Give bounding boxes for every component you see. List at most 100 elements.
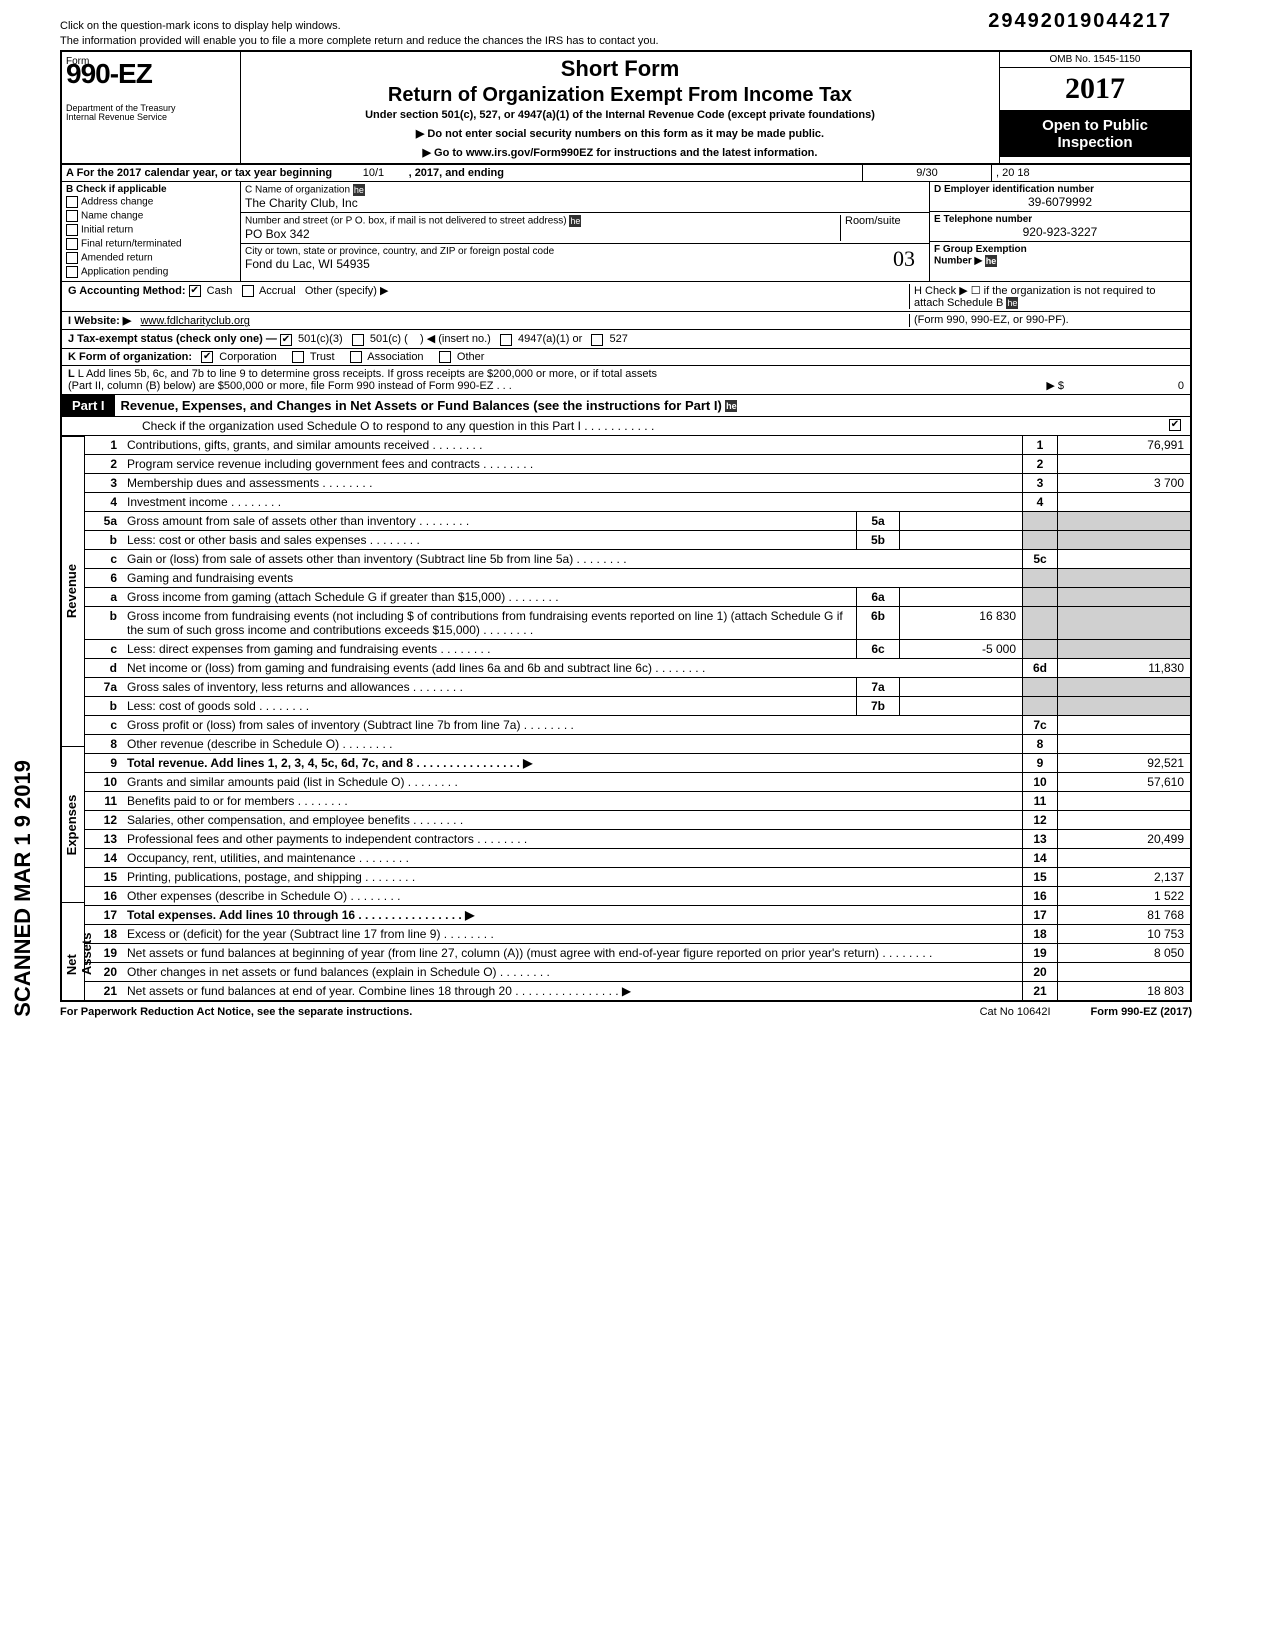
line-number: 5a — [85, 512, 123, 530]
right-num-shaded — [1022, 678, 1057, 696]
sub-line-number: 7a — [856, 678, 899, 696]
right-line-value: 57,610 — [1057, 773, 1190, 791]
chk-accrual[interactable] — [242, 285, 254, 297]
line-19: 19Net assets or fund balances at beginni… — [85, 943, 1190, 962]
line-number: b — [85, 531, 123, 549]
right-line-value: 8 050 — [1057, 944, 1190, 962]
tax-year: 2017 — [1000, 68, 1190, 111]
chk-amended[interactable] — [66, 252, 78, 264]
chk-4947[interactable] — [500, 334, 512, 346]
line-description: Less: cost or other basis and sales expe… — [123, 531, 856, 549]
paperwork-notice: For Paperwork Reduction Act Notice, see … — [60, 1006, 980, 1018]
line-number: 3 — [85, 474, 123, 492]
inspection: Inspection — [1002, 134, 1188, 151]
row-j: J Tax-exempt status (check only one) — ✔… — [60, 330, 1192, 348]
line-21: 21Net assets or fund balances at end of … — [85, 981, 1190, 1000]
line-15: 15Printing, publications, postage, and s… — [85, 867, 1190, 886]
line-description: Grants and similar amounts paid (list in… — [123, 773, 1022, 791]
line-20: 20Other changes in net assets or fund ba… — [85, 962, 1190, 981]
help-icon[interactable]: he — [725, 400, 737, 412]
right-num-shaded — [1022, 588, 1057, 606]
help-icon[interactable]: he — [569, 215, 581, 227]
chk-other-org[interactable] — [439, 351, 451, 363]
chk-527[interactable] — [591, 334, 603, 346]
chk-name-change[interactable] — [66, 210, 78, 222]
chk-address-change[interactable] — [66, 196, 78, 208]
right-line-number: 21 — [1022, 982, 1057, 1000]
line-number: 7a — [85, 678, 123, 696]
line-14: 14Occupancy, rent, utilities, and mainte… — [85, 848, 1190, 867]
line-number: 21 — [85, 982, 123, 1000]
row-a-label: A For the 2017 calendar year, or tax yea… — [66, 167, 332, 179]
part-1-header: Part I Revenue, Expenses, and Changes in… — [60, 395, 1192, 417]
chk-501c3[interactable]: ✔ — [280, 334, 292, 346]
row-k: K Form of organization: ✔ Corporation Tr… — [60, 349, 1192, 366]
right-val-shaded — [1057, 697, 1190, 715]
line-d: dNet income or (loss) from gaming and fu… — [85, 658, 1190, 677]
warning-url: ▶ Go to www.irs.gov/Form990EZ for instru… — [247, 146, 993, 159]
line-number: 14 — [85, 849, 123, 867]
chk-cash[interactable]: ✔ — [189, 285, 201, 297]
sub-line-value: -5 000 — [899, 640, 1022, 658]
part-1-label: Part I — [62, 395, 115, 416]
line-8: 8Other revenue (describe in Schedule O) … — [85, 734, 1190, 753]
help-icon[interactable]: he — [1006, 297, 1018, 309]
right-line-number: 5c — [1022, 550, 1057, 568]
line-3: 3Membership dues and assessments . . . .… — [85, 473, 1190, 492]
right-num-shaded — [1022, 531, 1057, 549]
chk-trust[interactable] — [292, 351, 304, 363]
line-number: c — [85, 550, 123, 568]
chk-schedule-o[interactable]: ✔ — [1169, 419, 1181, 431]
right-line-value: 92,521 — [1057, 754, 1190, 772]
line-18: 18Excess or (deficit) for the year (Subt… — [85, 924, 1190, 943]
row-a: A For the 2017 calendar year, or tax yea… — [60, 165, 1192, 182]
line-description: Gaming and fundraising events — [123, 569, 1022, 587]
page-footer: For Paperwork Reduction Act Notice, see … — [60, 1002, 1192, 1022]
line-description: Professional fees and other payments to … — [123, 830, 1022, 848]
main-table: Revenue Expenses Net Assets 1Contributio… — [60, 436, 1192, 1002]
right-line-number: 10 — [1022, 773, 1057, 791]
sub-line-value — [899, 678, 1022, 696]
right-line-number: 8 — [1022, 735, 1057, 753]
part-1-title: Revenue, Expenses, and Changes in Net As… — [121, 398, 722, 413]
ein-label: D Employer identification number — [934, 184, 1186, 195]
schedule-o-check: Check if the organization used Schedule … — [60, 417, 1192, 436]
line-b: bLess: cost of goods sold . . . . . . . … — [85, 696, 1190, 715]
right-line-number: 2 — [1022, 455, 1057, 473]
line-l-2: (Part II, column (B) below) are $500,000… — [68, 380, 512, 392]
line-6: 6Gaming and fundraising events — [85, 568, 1190, 587]
form-title: Return of Organization Exempt From Incom… — [247, 84, 993, 107]
help-icon[interactable]: he — [985, 255, 997, 267]
line-description: Printing, publications, postage, and shi… — [123, 868, 1022, 886]
chk-501c[interactable] — [352, 334, 364, 346]
h-note-2: (Form 990, 990-EZ, or 990-PF). — [909, 314, 1184, 327]
right-line-number: 18 — [1022, 925, 1057, 943]
chk-initial-return[interactable] — [66, 224, 78, 236]
line-description: Gross sales of inventory, less returns a… — [123, 678, 856, 696]
row-a-mid: , 2017, and ending — [409, 167, 504, 179]
chk-association[interactable] — [350, 351, 362, 363]
right-line-value: 3 700 — [1057, 474, 1190, 492]
section-net-assets: Net Assets — [64, 927, 94, 975]
right-line-value: 20,499 — [1057, 830, 1190, 848]
line-11: 11Benefits paid to or for members . . . … — [85, 791, 1190, 810]
help-icon[interactable]: he — [353, 184, 365, 196]
right-line-value: 1 522 — [1057, 887, 1190, 905]
line-10: 10Grants and similar amounts paid (list … — [85, 772, 1190, 791]
chk-final-return[interactable] — [66, 238, 78, 250]
right-val-shaded — [1057, 512, 1190, 530]
right-line-value: 11,830 — [1057, 659, 1190, 677]
year-end-year: , 20 18 — [991, 165, 1190, 181]
line-description: Other revenue (describe in Schedule O) .… — [123, 735, 1022, 753]
phone-value: 920-923-3227 — [934, 225, 1186, 239]
city-label: City or town, state or province, country… — [245, 246, 554, 257]
right-line-value — [1057, 792, 1190, 810]
schedule-o-text: Check if the organization used Schedule … — [142, 419, 654, 433]
right-line-number: 4 — [1022, 493, 1057, 511]
chk-corporation[interactable]: ✔ — [201, 351, 213, 363]
line-13: 13Professional fees and other payments t… — [85, 829, 1190, 848]
accounting-method-label: G Accounting Method: — [68, 285, 186, 297]
line-description: Other expenses (describe in Schedule O) … — [123, 887, 1022, 905]
chk-application-pending[interactable] — [66, 266, 78, 278]
right-line-value: 81 768 — [1057, 906, 1190, 924]
